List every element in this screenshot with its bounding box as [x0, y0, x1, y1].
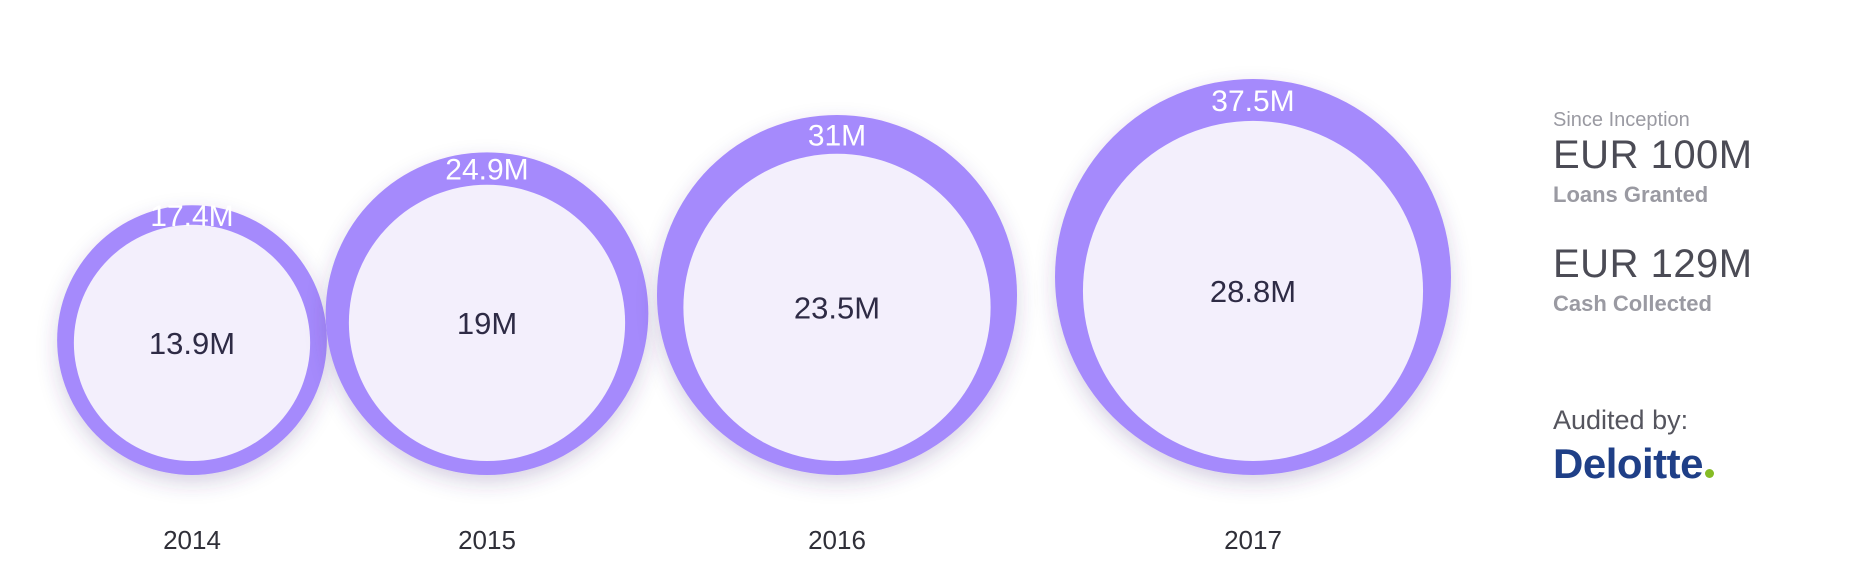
- bubble-group-2017: 37.5M 28.8M 2017: [1055, 79, 1451, 555]
- bubble-group-2015: 24.9M 19M 2015: [325, 152, 649, 555]
- inner-value-label-2015: 19M: [457, 306, 517, 341]
- year-label-2014: 2014: [163, 525, 221, 555]
- inner-bubble-2017: [1082, 120, 1424, 461]
- cash-collected-total: EUR 129M: [1553, 242, 1753, 286]
- bubble-group-2014: 17.4M 13.9M 2014: [57, 200, 327, 555]
- year-label-2017: 2017: [1224, 525, 1282, 555]
- loans-granted-total: EUR 100M: [1553, 133, 1753, 177]
- year-label-2015: 2015: [458, 525, 516, 555]
- bubble-group-2016: 31M 23.5M 2016: [656, 114, 1018, 555]
- deloitte-logo-text: Deloitte: [1553, 440, 1704, 487]
- outer-value-label-2014: 17.4M: [150, 200, 233, 233]
- outer-value-label-2017: 37.5M: [1211, 85, 1294, 118]
- cash-collected-label: Cash Collected: [1553, 291, 1712, 316]
- outer-value-label-2015: 24.9M: [445, 154, 528, 187]
- outer-value-label-2016: 31M: [808, 119, 866, 152]
- inner-bubble-2016: [683, 153, 991, 461]
- deloitte-logo: Deloitte: [1553, 440, 1715, 488]
- inner-bubble-2014: [73, 224, 311, 461]
- loans-granted-label: Loans Granted: [1553, 182, 1709, 207]
- year-label-2016: 2016: [808, 525, 866, 555]
- inner-bubble-2015: [348, 184, 626, 461]
- inner-value-label-2014: 13.9M: [149, 326, 235, 361]
- audited-by-label: Audited by:: [1553, 405, 1689, 435]
- since-inception-label: Since Inception: [1553, 109, 1690, 131]
- inner-value-label-2016: 23.5M: [794, 290, 880, 325]
- inner-value-label-2017: 28.8M: [1210, 274, 1296, 309]
- deloitte-logo-dot: [1705, 469, 1715, 478]
